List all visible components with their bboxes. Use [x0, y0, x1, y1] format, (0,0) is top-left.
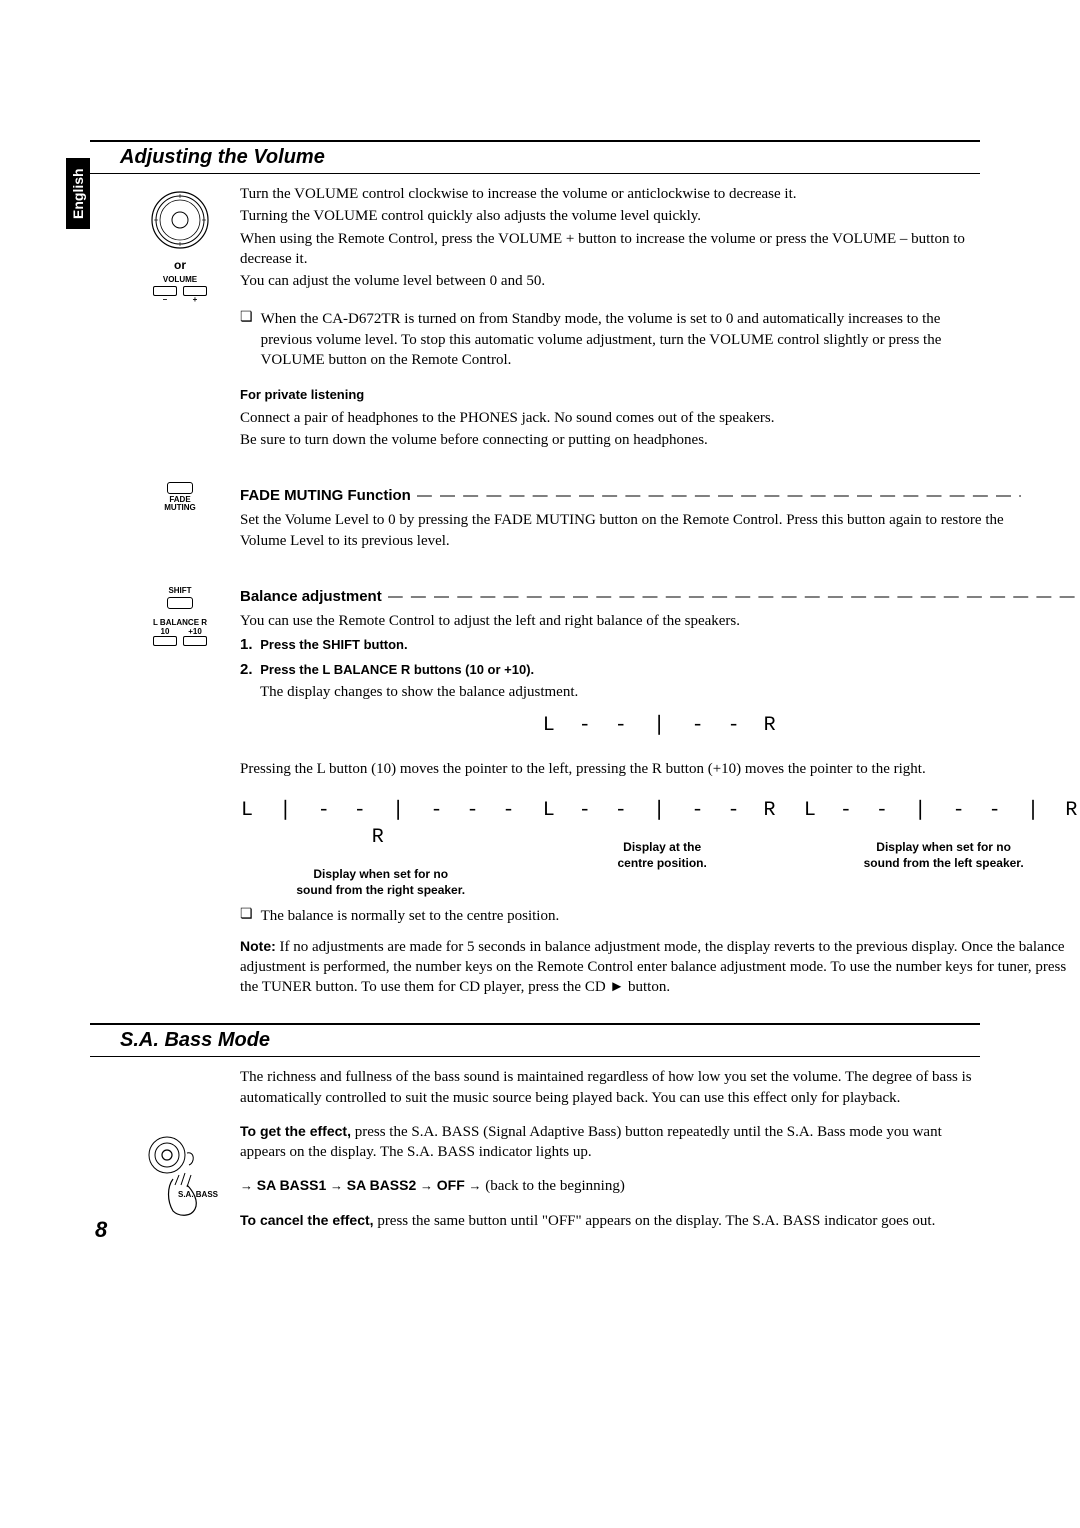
balance-note-centre: The balance is normally set to the centr… [261, 906, 560, 926]
cancel-effect-text: press the same button until "OFF" appear… [374, 1213, 936, 1229]
caption-right-1: Display when set for no [809, 840, 1078, 856]
volume-note-standby: When the CA-D672TR is turned on from Sta… [261, 309, 980, 370]
rule-thick [90, 140, 980, 142]
caption-left-1: Display when set for no [246, 867, 515, 883]
step1-text: Press the SHIFT button. [260, 637, 407, 652]
bullet-icon-2: ❏ [240, 906, 253, 924]
or-label: or [174, 258, 186, 272]
rule-thick-2 [90, 1023, 980, 1025]
seq-2: SA BASS2 [347, 1177, 417, 1193]
seg-display-mid: L - - ❘ - - R [521, 797, 802, 824]
volume-plus-label: + [183, 296, 207, 304]
balance-intro: You can use the Remote Control to adjust… [240, 611, 1080, 631]
caption-mid-1: Display at the [527, 840, 796, 856]
seg-display-left: L ❘ - - ❘ - - - R [240, 797, 521, 851]
section-title-volume: Adjusting the Volume [120, 146, 980, 169]
sa-bass-figure-label: S.A. BASS [178, 1191, 218, 1199]
get-effect-label: To get the effect, [240, 1123, 351, 1139]
seq-3: OFF [437, 1177, 465, 1193]
heading-dash: — — — — — — — — — — — — — — — — — — — — … [417, 486, 1022, 506]
press-lr-text: Pressing the L button (10) moves the poi… [240, 759, 1080, 779]
step1-num: 1. [240, 636, 253, 653]
bal-r-button-icon [183, 636, 207, 646]
fade-heading: FADE MUTING Function [240, 486, 411, 506]
bullet-icon: ❏ [240, 309, 253, 327]
page-number: 8 [95, 1217, 107, 1243]
heading-dash-2: — — — — — — — — — — — — — — — — — — — — … [388, 587, 1080, 607]
seg-display-center-solo: L - - ❘ - - R [543, 714, 782, 737]
note-label: Note: [240, 938, 276, 954]
seq-arrow-0: → [240, 1178, 253, 1193]
volume-para-4: You can adjust the volume level between … [240, 271, 980, 291]
balance-heading: Balance adjustment [240, 587, 382, 607]
step2-text: Press the L BALANCE R buttons (10 or +10… [260, 662, 534, 677]
caption-left-2: sound from the right speaker. [246, 883, 515, 899]
volume-dial-icon [150, 190, 210, 250]
section-title-sabass: S.A. Bass Mode [120, 1029, 980, 1052]
bal-plus10-label: +10 [183, 628, 207, 636]
step2-sub: The display changes to show the balance … [260, 682, 1080, 702]
bal-10-label: 10 [153, 628, 177, 636]
caption-mid-2: centre position. [527, 856, 796, 872]
rule-thin [90, 173, 980, 174]
balance-label: L BALANCE R [150, 619, 210, 627]
volume-btn-label: VOLUME [163, 276, 197, 284]
sabass-intro: The richness and fullness of the bass so… [240, 1067, 980, 1108]
fade-text: Set the Volume Level to 0 by pressing th… [240, 510, 1021, 551]
volume-para-2: Turning the VOLUME control quickly also … [240, 206, 980, 226]
language-tab: English [66, 158, 90, 229]
private-para-1: Connect a pair of headphones to the PHON… [240, 408, 980, 428]
seq-arrow-2: → [420, 1178, 433, 1193]
note-text: If no adjustments are made for 5 seconds… [240, 939, 1066, 996]
private-heading: For private listening [240, 386, 980, 404]
volume-para-1: Turn the VOLUME control clockwise to inc… [240, 184, 980, 204]
step2-num: 2. [240, 661, 253, 678]
fade-muting-button-icon [167, 482, 193, 494]
fade-muting-label: FADE MUTING [160, 496, 200, 512]
volume-minus-label: – [153, 296, 177, 304]
seq-tail: (back to the beginning) [485, 1178, 625, 1194]
caption-right-2: sound from the left speaker. [809, 856, 1078, 872]
rule-thin-2 [90, 1056, 980, 1057]
volume-para-3: When using the Remote Control, press the… [240, 229, 980, 270]
cancel-effect-label: To cancel the effect, [240, 1212, 374, 1228]
shift-label: SHIFT [168, 587, 191, 595]
seq-arrow-3: → [469, 1178, 482, 1193]
private-para-2: Be sure to turn down the volume before c… [240, 430, 980, 450]
seq-arrow-1: → [330, 1178, 343, 1193]
seq-1: SA BASS1 [257, 1177, 327, 1193]
bal-l-button-icon [153, 636, 177, 646]
seg-display-right: L - - ❘ - - ❘ R [803, 797, 1080, 824]
shift-button-icon [167, 597, 193, 609]
sa-bass-button-icon [145, 1135, 215, 1225]
